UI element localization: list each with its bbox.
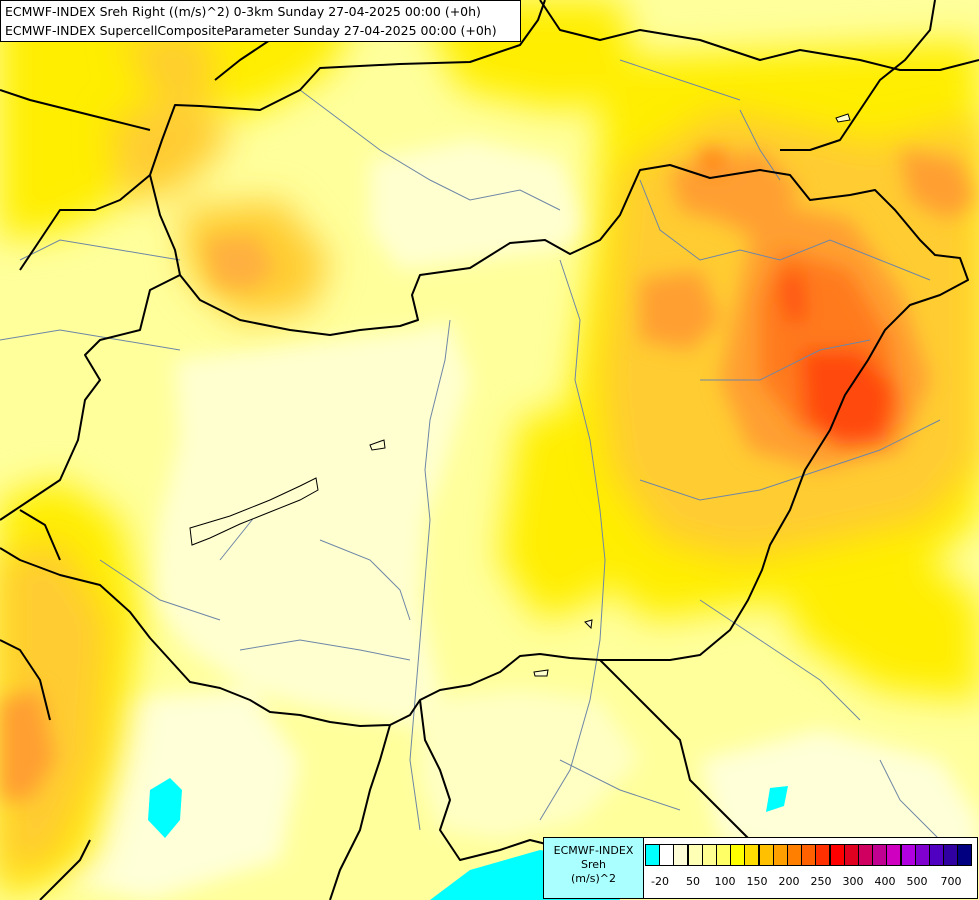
lake-small-1 xyxy=(369,439,386,451)
legend-swatch xyxy=(843,844,859,866)
field-core-zones xyxy=(700,150,900,445)
lake-balaton xyxy=(189,477,319,546)
legend-swatch xyxy=(645,844,660,866)
legend-title-line-1: ECMWF-INDEX xyxy=(553,844,634,857)
legend-title: ECMWF-INDEX Sreh (m/s)^2 xyxy=(544,838,644,898)
legend-swatch xyxy=(701,844,717,866)
legend-swatch xyxy=(943,844,959,866)
legend-swatch xyxy=(858,844,873,866)
legend-title-line-3: (m/s)^2 xyxy=(571,872,616,885)
legend-tick-label: 500 xyxy=(906,875,928,888)
title-line-scp: ECMWF-INDEX SupercellCompositeParameter … xyxy=(5,23,497,38)
legend-swatch xyxy=(929,844,944,866)
legend-swatch xyxy=(801,844,817,866)
legend-tick-label: -20 xyxy=(651,875,669,888)
river-lines xyxy=(0,59,941,841)
legend-swatch xyxy=(673,844,689,866)
legend-swatch xyxy=(730,844,746,866)
legend-swatch xyxy=(744,844,760,866)
legend-swatch xyxy=(659,844,675,866)
legend-swatch xyxy=(886,844,902,866)
lake-small-2 xyxy=(584,619,593,630)
legend-swatch xyxy=(787,844,802,866)
legend-swatch xyxy=(772,844,788,866)
legend-tick-label: 400 xyxy=(874,875,896,888)
legend-tick-label: 50 xyxy=(686,875,700,888)
legend-swatch xyxy=(758,844,774,866)
legend-swatch xyxy=(957,844,973,866)
legend-title-line-2: Sreh xyxy=(580,858,606,871)
field-pale-zones xyxy=(60,140,979,900)
legend-tick-label: 250 xyxy=(810,875,832,888)
legend-swatch xyxy=(914,844,930,866)
legend-tick-label: 700 xyxy=(940,875,962,888)
legend-swatch xyxy=(872,844,888,866)
legend-tick-label: 100 xyxy=(714,875,736,888)
legend-swatch xyxy=(716,844,731,866)
lake-small-3 xyxy=(533,669,549,677)
legend-swatch xyxy=(687,844,703,866)
color-legend: ECMWF-INDEX Sreh (m/s)^2 -20 50 100 150 200 2… xyxy=(543,837,978,899)
legend-swatch xyxy=(815,844,831,866)
lake-small-4 xyxy=(835,113,851,123)
legend-tick-label: 200 xyxy=(778,875,800,888)
legend-swatch xyxy=(900,844,916,866)
map-title-box: ECMWF-INDEX Sreh Right ((m/s)^2) 0-3km S… xyxy=(0,0,521,42)
legend-tick-label: 300 xyxy=(842,875,864,888)
lake-outlines xyxy=(189,113,851,677)
legend-swatch xyxy=(829,844,845,866)
title-line-sreh: ECMWF-INDEX Sreh Right ((m/s)^2) 0-3km S… xyxy=(5,4,481,19)
legend-tick-label: 150 xyxy=(746,875,768,888)
